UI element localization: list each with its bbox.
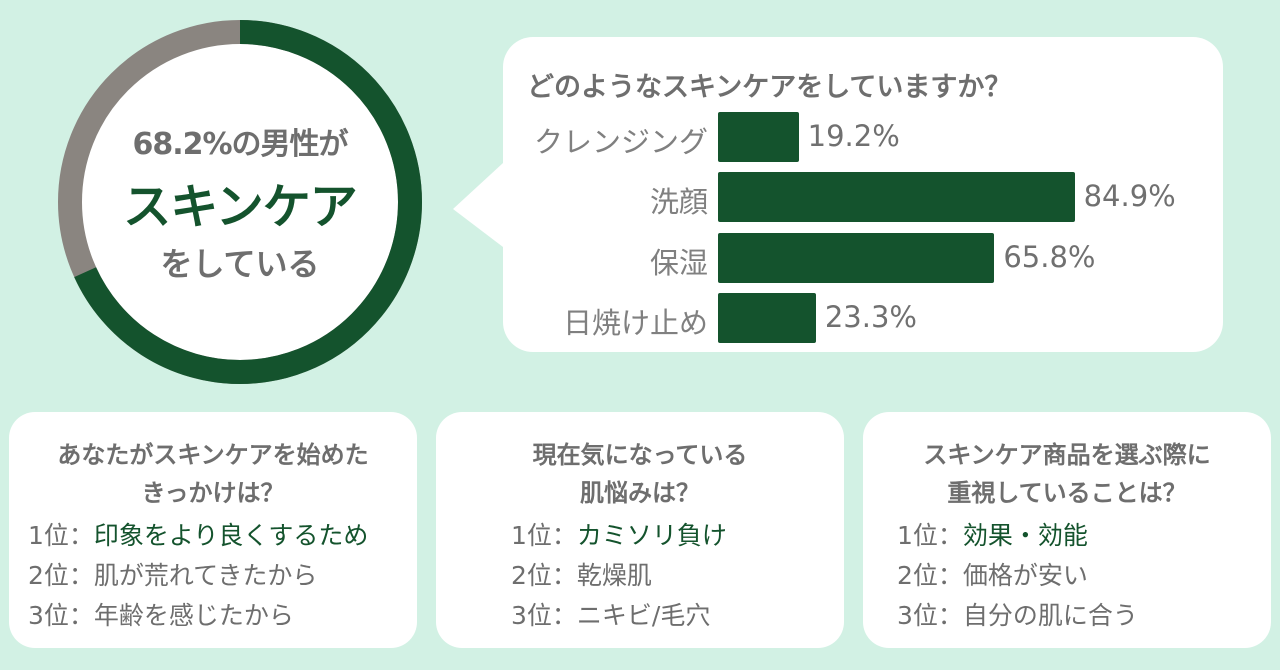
bar-value-label: 23.3% (824, 300, 917, 334)
rank-text: 印象をより良くするため (93, 521, 369, 550)
rank-text: 年齢を感じたから (93, 601, 294, 630)
donut-line3: をしている (160, 245, 320, 283)
rank-item: 2位：乾燥肌 (511, 556, 844, 596)
rank-item: 3位：自分の肌に合う (897, 596, 1271, 636)
panel-question-line: スキンケア商品を選ぶ際に (923, 441, 1211, 469)
bar-chart-bubble: どのようなスキンケアをしていますか？ クレンジング 19.2% 洗顔 84.9% 保湿 6… (453, 37, 1223, 352)
rank-prefix: 2位： (28, 561, 94, 590)
rank-item: 1位：カミソリ負け (511, 516, 844, 556)
donut-chart: 68.2%の男性が スキンケア をしている (56, 18, 424, 386)
bar (718, 293, 816, 343)
panel-question: スキンケア商品を選ぶ際に 重視していることは？ (863, 436, 1271, 512)
donut-line2: スキンケア (123, 179, 358, 235)
donut-label: 68.2%の男性が スキンケア をしている (56, 18, 424, 386)
panel-question-line: 重視していることは？ (947, 479, 1187, 507)
rank-prefix: 3位： (28, 601, 94, 630)
bar-value-label: 84.9% (1083, 179, 1176, 213)
rank-list: 1位：効果・効能 2位：価格が安い 3位：自分の肌に合う (863, 516, 1271, 636)
rank-text: 自分の肌に合う (962, 601, 1138, 630)
rank-item: 2位：肌が荒れてきたから (28, 556, 417, 596)
donut-main-arc (58, 20, 422, 384)
bar-category-label: 洗顔 (649, 185, 708, 219)
panel-question: 現在気になっている 肌悩みは？ (436, 436, 844, 512)
rank-text: 肌が荒れてきたから (93, 561, 318, 590)
rank-list: 1位：印象をより良くするため 2位：肌が荒れてきたから 3位：年齢を感じたから (9, 516, 417, 636)
rank-prefix: 2位： (897, 561, 963, 590)
bar-value-label: 19.2% (807, 119, 900, 153)
rank-item: 2位：価格が安い (897, 556, 1271, 596)
bar-category-label: 保湿 (649, 246, 708, 280)
rank-text: 価格が安い (962, 561, 1088, 590)
bar-category-label: 日焼け止め (562, 306, 708, 340)
rank-text: 効果・効能 (962, 521, 1088, 550)
bar (718, 112, 799, 162)
bubble-pointer (453, 163, 503, 247)
panel-question-line: きっかけは？ (141, 479, 285, 507)
rank-item: 3位：ニキビ/毛穴 (511, 596, 844, 636)
rank-text: ニキビ/毛穴 (576, 601, 711, 630)
bar-value-label: 65.8% (1003, 240, 1096, 274)
rank-item: 3位：年齢を感じたから (28, 596, 417, 636)
rank-prefix: 1位： (28, 521, 94, 550)
rank-item: 1位：印象をより良くするため (28, 516, 417, 556)
bar-category-label: クレンジング (533, 125, 708, 159)
rank-text: 乾燥肌 (576, 561, 652, 590)
donut-line1: 68.2%の男性が (132, 127, 348, 162)
panel-skin-concern: 現在気になっている 肌悩みは？ 1位：カミソリ負け 2位：乾燥肌 3位：ニキビ/… (436, 412, 844, 648)
panel-question-line: あなたがスキンケアを始めた (57, 441, 369, 469)
rank-text: カミソリ負け (576, 521, 727, 550)
panel-selection-criteria: スキンケア商品を選ぶ際に 重視していることは？ 1位：効果・効能 2位：価格が安… (863, 412, 1271, 648)
bar-chart-title: どのようなスキンケアをしていますか？ (527, 72, 1012, 103)
rank-list: 1位：カミソリ負け 2位：乾燥肌 3位：ニキビ/毛穴 (436, 516, 844, 636)
panel-question-line: 肌悩みは？ (580, 479, 700, 507)
bar (718, 233, 995, 283)
rank-prefix: 2位： (511, 561, 577, 590)
donut-center (70, 32, 410, 372)
rank-prefix: 3位： (897, 601, 963, 630)
donut-svg (58, 20, 422, 384)
bar (718, 172, 1075, 222)
panel-motivation: あなたがスキンケアを始めた きっかけは？ 1位：印象をより良くするため 2位：肌… (9, 412, 417, 648)
panel-question-line: 現在気になっている (532, 441, 748, 469)
rank-item: 1位：効果・効能 (897, 516, 1271, 556)
rank-prefix: 1位： (511, 521, 577, 550)
panel-question: あなたがスキンケアを始めた きっかけは？ (9, 436, 417, 512)
rank-prefix: 1位： (897, 521, 963, 550)
rank-prefix: 3位： (511, 601, 577, 630)
bars-area: クレンジング 19.2% 洗顔 84.9% 保湿 65.8% 日焼け止め 23.3% (503, 37, 1223, 352)
